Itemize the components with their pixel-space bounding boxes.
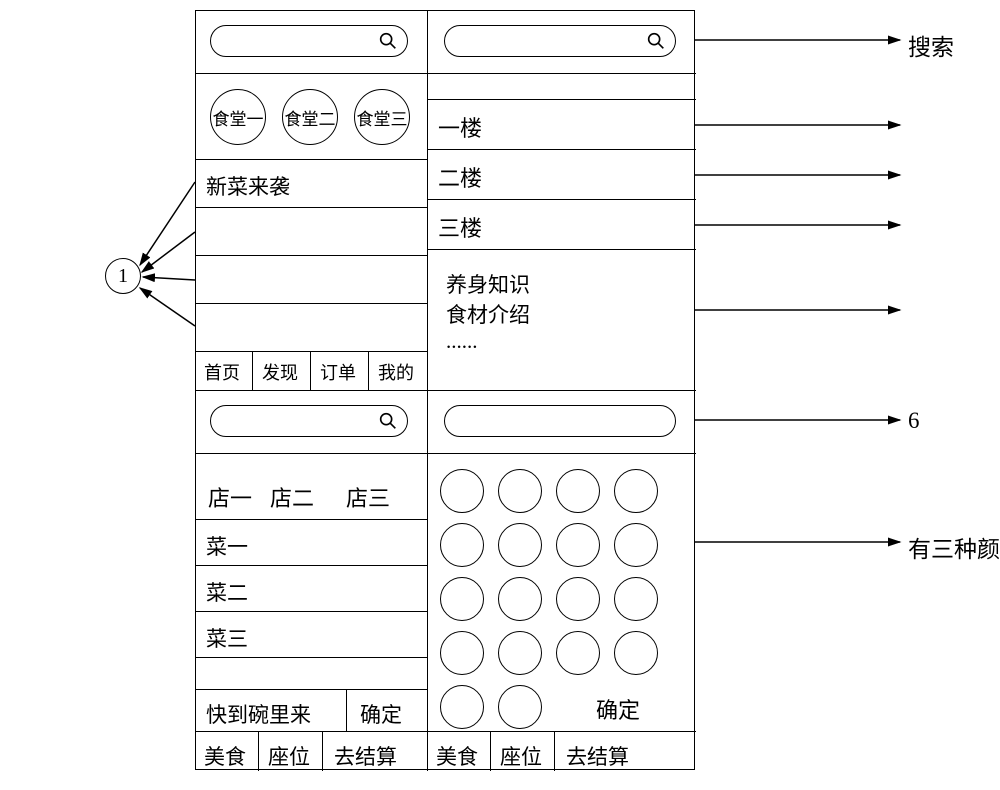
divider — [428, 249, 696, 250]
search-input-bl[interactable] — [210, 405, 408, 437]
tab-divider — [252, 351, 253, 391]
tab-divider — [490, 731, 491, 771]
divider — [428, 99, 696, 100]
panel-top-right: 一楼 二楼 三楼 养身知识 食材介绍 ...... — [428, 11, 696, 391]
seat-circle[interactable] — [498, 469, 542, 513]
bottom-tab-food-br[interactable]: 美食 — [436, 741, 478, 771]
seat-circle[interactable] — [498, 577, 542, 621]
divider — [196, 565, 427, 566]
tab-mine[interactable]: 我的 — [378, 359, 414, 385]
dish-2[interactable]: 菜二 — [206, 577, 248, 607]
search-input-br[interactable] — [444, 405, 676, 437]
search-input-tl[interactable] — [210, 25, 408, 57]
seat-circle[interactable] — [498, 631, 542, 675]
seat-circle[interactable] — [556, 523, 600, 567]
seat-circle[interactable] — [614, 469, 658, 513]
anno-three-colors: 有三种颜色 — [908, 530, 1000, 564]
divider — [196, 453, 427, 454]
divider — [428, 199, 696, 200]
tab-home[interactable]: 首页 — [204, 359, 240, 385]
diagram-canvas: 1 食堂一 食堂二 食堂三 新菜来袭 首页 发现 订单 — [0, 0, 1000, 790]
floor-1[interactable]: 一楼 — [438, 111, 482, 143]
tab-orders[interactable]: 订单 — [320, 359, 356, 385]
anno-six: 6 — [908, 408, 920, 434]
divider — [196, 731, 427, 732]
canteen-3[interactable]: 食堂三 — [354, 89, 410, 145]
grid-container: 食堂一 食堂二 食堂三 新菜来袭 首页 发现 订单 我的 一楼 — [195, 10, 695, 770]
divider — [196, 657, 427, 658]
seat-circle[interactable] — [440, 523, 484, 567]
divider — [196, 207, 427, 208]
tab-divider — [554, 731, 555, 771]
divider — [196, 73, 427, 74]
search-input-tr[interactable] — [444, 25, 676, 57]
divider — [196, 519, 427, 520]
info-line-1: 养身知识 — [446, 269, 530, 299]
shop-2[interactable]: 店二 — [270, 481, 314, 513]
divider — [196, 611, 427, 612]
dish-1[interactable]: 菜一 — [206, 531, 248, 561]
seat-circle[interactable] — [556, 631, 600, 675]
bottom-tab-seat-br[interactable]: 座位 — [500, 741, 542, 771]
seat-circle[interactable] — [440, 577, 484, 621]
divider — [196, 351, 427, 352]
seat-circle[interactable] — [614, 631, 658, 675]
tab-discover[interactable]: 发现 — [262, 359, 298, 385]
search-icon — [377, 410, 399, 432]
confirm-divider — [346, 689, 347, 731]
bottom-tab-checkout-br[interactable]: 去结算 — [566, 741, 629, 771]
new-dishes-label: 新菜来袭 — [206, 171, 290, 201]
info-line-3: ...... — [446, 329, 478, 354]
divider — [196, 159, 427, 160]
divider — [196, 689, 427, 690]
seat-circle[interactable] — [614, 523, 658, 567]
tab-divider — [322, 731, 323, 771]
shop-1[interactable]: 店一 — [208, 481, 252, 513]
canteen-3-label: 食堂三 — [357, 105, 408, 130]
bottom-tab-seat-bl[interactable]: 座位 — [268, 741, 310, 771]
anno-search: 搜索 — [908, 28, 954, 62]
search-icon — [645, 30, 667, 52]
panel-top-left: 食堂一 食堂二 食堂三 新菜来袭 首页 发现 订单 我的 — [196, 11, 428, 391]
seat-circle[interactable] — [556, 577, 600, 621]
node-1-label: 1 — [118, 265, 128, 288]
seat-circle[interactable] — [440, 469, 484, 513]
dish-3[interactable]: 菜三 — [206, 623, 248, 653]
seat-circle[interactable] — [614, 577, 658, 621]
info-line-2: 食材介绍 — [446, 299, 530, 329]
divider — [428, 149, 696, 150]
seat-circle[interactable] — [498, 685, 542, 729]
floor-2[interactable]: 二楼 — [438, 161, 482, 193]
panel-bottom-left: 店一 店二 店三 菜一 菜二 菜三 快到碗里来 确定 美食 座位 去结算 — [196, 391, 428, 771]
panel-bottom-right: 确定 美食 座位 去结算 — [428, 391, 696, 771]
confirm-button-bl[interactable]: 确定 — [360, 699, 402, 729]
divider — [196, 255, 427, 256]
divider — [196, 303, 427, 304]
search-icon — [377, 30, 399, 52]
bottom-tab-checkout-bl[interactable]: 去结算 — [334, 741, 397, 771]
canteen-1[interactable]: 食堂一 — [210, 89, 266, 145]
divider — [428, 73, 696, 74]
seat-circle[interactable] — [440, 631, 484, 675]
seat-circle[interactable] — [498, 523, 542, 567]
seat-circle[interactable] — [556, 469, 600, 513]
tab-divider — [258, 731, 259, 771]
divider — [428, 731, 696, 732]
seat-circle[interactable] — [440, 685, 484, 729]
divider — [428, 453, 696, 454]
tab-divider — [310, 351, 311, 391]
canteen-2[interactable]: 食堂二 — [282, 89, 338, 145]
confirm-button-br[interactable]: 确定 — [596, 693, 640, 725]
shop-3[interactable]: 店三 — [346, 481, 390, 513]
canteen-1-label: 食堂一 — [213, 105, 264, 130]
bowl-label: 快到碗里来 — [206, 699, 311, 729]
canteen-2-label: 食堂二 — [285, 105, 336, 130]
bottom-tab-food-bl[interactable]: 美食 — [204, 741, 246, 771]
tab-divider — [368, 351, 369, 391]
floor-3[interactable]: 三楼 — [438, 211, 482, 243]
node-1: 1 — [105, 258, 141, 294]
